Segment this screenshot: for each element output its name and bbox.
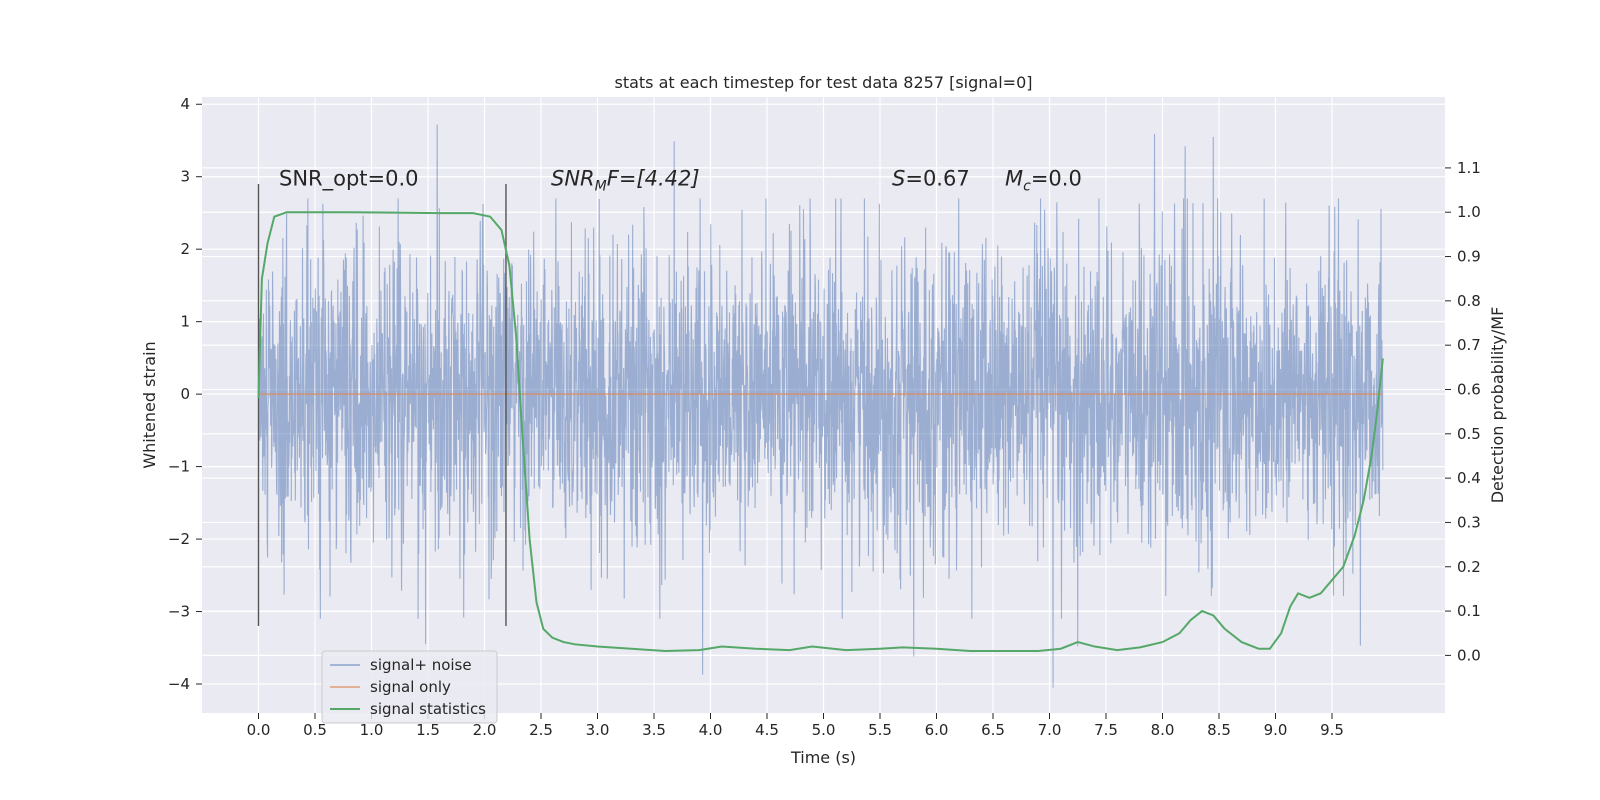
x-tick-label: 4.0 (699, 721, 723, 739)
y2-tick-label: 0.8 (1457, 292, 1481, 310)
y-tick-label: −4 (168, 675, 190, 693)
signal-noise-trace (257, 124, 1384, 688)
x-tick-label: 1.0 (360, 721, 384, 739)
annotation-snr-mf-main: SNR (551, 166, 595, 190)
y2-tick-label: 0.1 (1457, 602, 1481, 620)
annotation-snr-mf: SNRMF=[4.42] (551, 166, 700, 194)
x-tick-label: 0.5 (303, 721, 327, 739)
x-tick-label: 2.5 (529, 721, 553, 739)
x-tick-label: 1.5 (416, 721, 440, 739)
x-tick-label: 8.0 (1151, 721, 1175, 739)
y-axis-ticks: 4 3 2 1 0 −1 −2 −3 −4 (168, 95, 202, 693)
y-tick-label: 3 (180, 168, 190, 186)
y2-tick-label: 0.9 (1457, 248, 1481, 266)
signal-statistics-line (257, 211, 1384, 652)
x-axis-ticks: 0.0 0.5 1.0 1.5 2.0 2.5 3.0 3.5 4.0 4.5 5.0 5.5 6.0 6… (247, 713, 1344, 739)
x-tick-label: 9.5 (1320, 721, 1344, 739)
legend-box (321, 650, 498, 724)
x-tick-label: 7.0 (1038, 721, 1062, 739)
y-tick-label: 2 (180, 240, 190, 258)
y2-tick-label: 1.0 (1457, 203, 1481, 221)
y-axis-label: Whitened strain (140, 341, 159, 468)
y2-axis-ticks: 1.1 1.0 0.9 0.8 0.7 0.6 0.5 0.4 0.3 0.2 0.1 0.0 (1445, 159, 1481, 664)
y-tick-label: −1 (168, 458, 190, 476)
x-tick-label: 2.0 (473, 721, 497, 739)
annotation-snr-opt: SNR_opt=0.0 (279, 166, 419, 191)
x-tick-label: 9.0 (1264, 721, 1288, 739)
x-tick-label: 0.0 (247, 721, 271, 739)
x-tick-label: 7.5 (1094, 721, 1118, 739)
y-tick-label: 4 (180, 95, 190, 113)
chart-title: stats at each timestep for test data 825… (614, 73, 1032, 92)
x-tick-label: 5.0 (812, 721, 836, 739)
vertical-markers (257, 183, 507, 627)
y2-axis-label: Detection probability/MF (1488, 307, 1507, 504)
annotation-mc-rest: =0.0 (1031, 166, 1082, 190)
y-tick-label: 0 (180, 385, 190, 403)
y2-tick-label: 0.4 (1457, 469, 1481, 487)
legend: signal+ noise signal only signal statist… (321, 650, 498, 724)
y2-tick-label: 0.6 (1457, 380, 1481, 398)
y2-tick-label: 0.7 (1457, 336, 1481, 354)
x-tick-label: 6.5 (981, 721, 1005, 739)
x-tick-label: 4.5 (755, 721, 779, 739)
y2-tick-label: 0.2 (1457, 558, 1481, 576)
y-tick-label: −3 (168, 603, 190, 621)
x-tick-label: 5.5 (868, 721, 892, 739)
annotation-s-rest: =0.67 (905, 166, 969, 190)
annotation-snr-mf-rest: F=[4.42] (607, 166, 700, 190)
y-tick-label: −2 (168, 530, 190, 548)
x-axis-label: Time (s) (790, 748, 856, 767)
x-tick-label: 6.0 (925, 721, 949, 739)
y2-tick-label: 0.3 (1457, 513, 1481, 531)
legend-label-signal-statistics: signal statistics (370, 700, 486, 718)
annotation-mc-sub: c (1023, 178, 1031, 194)
y-tick-label: 1 (180, 313, 190, 331)
y2-tick-label: 0.5 (1457, 425, 1481, 443)
annotation-mc: Mc=0.0 (1005, 166, 1082, 194)
y2-tick-label: 1.1 (1457, 159, 1481, 177)
legend-label-signal-only: signal only (370, 678, 451, 696)
signal-noise-series (257, 124, 1384, 688)
x-tick-label: 8.5 (1207, 721, 1231, 739)
y2-tick-label: 0.0 (1457, 646, 1481, 664)
annotation-s: S=0.67 (892, 166, 970, 190)
annotation-mc-main: M (1005, 166, 1023, 190)
x-tick-label: 3.0 (586, 721, 610, 739)
x-tick-label: 3.5 (642, 721, 666, 739)
annotation-s-main: S (892, 166, 905, 190)
annotation-snr-mf-sub: M (595, 178, 607, 194)
legend-label-signal-noise: signal+ noise (370, 656, 472, 674)
